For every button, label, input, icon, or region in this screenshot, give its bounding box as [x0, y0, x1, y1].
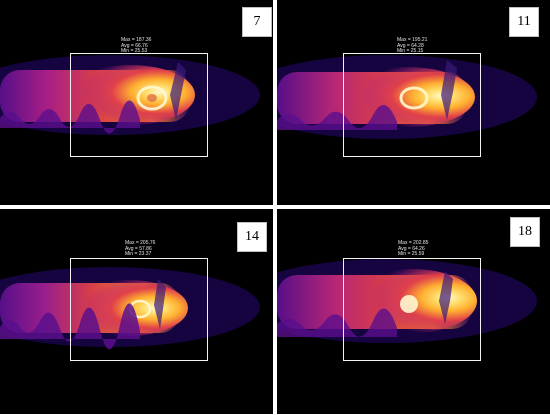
max-temperature: Max = 202.85 [398, 240, 429, 246]
temperature-stats: Max = 187.36 Avg = 66.76 Min = 25.53 [121, 37, 152, 55]
frame-number-badge: 11 [509, 7, 539, 37]
region-of-interest-box [343, 258, 481, 361]
frame-number-badge: 7 [242, 7, 272, 37]
min-temperature: Min = 25.59 [398, 251, 425, 257]
thermal-plume-image [277, 55, 537, 139]
avg-temperature: Avg = 57.86 [125, 245, 152, 252]
temperature-stats: Max = 202.85 Avg = 64.26 Min = 25.59 [398, 240, 429, 258]
thermal-plume-image [0, 267, 260, 350]
max-temperature: Max = 187.36 [121, 37, 152, 43]
region-of-interest-box [343, 53, 481, 157]
thermal-plume-image [277, 259, 537, 343]
frame-number-badge: 18 [510, 217, 540, 247]
thermal-image-panel-2: Max = 195.21 Avg = 64.28 Min = 25.15 11 [277, 0, 550, 205]
avg-temperature: Avg = 64.26 [398, 245, 425, 252]
avg-temperature: Avg = 66.76 [121, 42, 148, 49]
temperature-stats: Max = 195.21 Avg = 64.28 Min = 25.15 [397, 37, 428, 55]
region-of-interest-box [70, 258, 208, 361]
avg-temperature: Avg = 64.28 [397, 42, 424, 49]
min-temperature: Min = 23.37 [125, 251, 152, 257]
thermal-image-panel-3: Max = 205.76 Avg = 57.86 Min = 23.37 14 [0, 209, 273, 414]
max-temperature: Max = 205.76 [125, 240, 156, 246]
min-temperature: Min = 25.15 [397, 48, 424, 54]
thermal-plume-image [0, 55, 260, 135]
max-temperature: Max = 195.21 [397, 37, 428, 43]
min-temperature: Min = 25.53 [121, 48, 148, 54]
temperature-stats: Max = 205.76 Avg = 57.86 Min = 23.37 [125, 240, 156, 258]
region-of-interest-box [70, 53, 208, 157]
thermal-image-panel-4: Max = 202.85 Avg = 64.26 Min = 25.59 18 [277, 209, 550, 414]
thermal-image-panel-1: Max = 187.36 Avg = 66.76 Min = 25.53 7 [0, 0, 273, 205]
frame-number-badge: 14 [237, 222, 267, 252]
